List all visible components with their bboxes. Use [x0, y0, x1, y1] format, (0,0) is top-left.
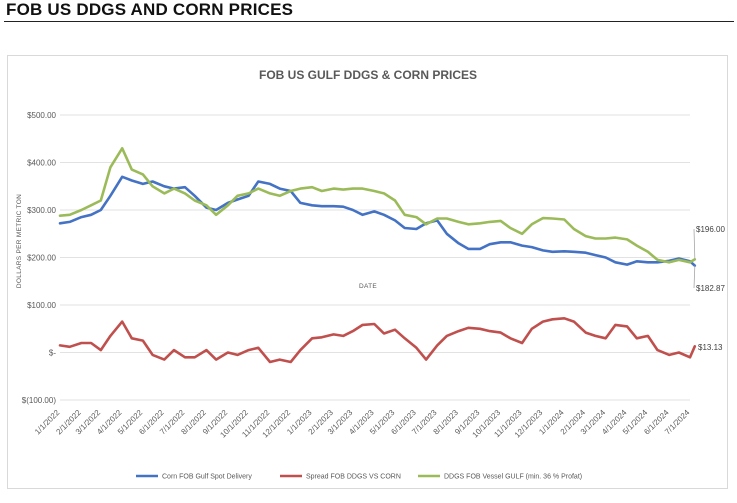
y-tick-label: $100.00 — [27, 301, 56, 310]
callout-label: $196.00 — [696, 225, 725, 234]
callout-leader — [693, 228, 696, 260]
y-tick-label: $- — [49, 349, 56, 358]
legend-label: DDGS FOB Vessel GULF (min. 36 % Profat) — [444, 474, 582, 481]
line-chart: $(100.00) $- $100.00 $200.00 $300.00 $400.00 $… — [16, 68, 725, 481]
value-callouts: $196.00 $182.87 $13.13 — [693, 225, 725, 352]
y-tick-label: $200.00 — [27, 254, 56, 263]
callout-leader — [693, 265, 696, 289]
chart-title: FOB US GULF DDGS & CORN PRICES — [259, 68, 477, 82]
legend: Corn FOB Gulf Spot Delivery Spread FOB DD… — [136, 474, 582, 481]
y-tick-label: $400.00 — [27, 159, 56, 168]
title-divider — [4, 21, 734, 22]
legend-label: Corn FOB Gulf Spot Delivery — [162, 474, 252, 481]
x-axis-ticks: 1/1/20222/1/20223/1/20224/1/20225/1/2022… — [33, 408, 692, 440]
y-tick-label: $500.00 — [27, 111, 56, 120]
y-tick-label: $300.00 — [27, 206, 56, 215]
grid-lines — [60, 114, 690, 401]
series-lines — [58, 147, 697, 364]
legend-label: Spread FOB DDGS VS CORN — [306, 474, 401, 481]
series-line — [58, 316, 697, 364]
page-title: FOB US DDGS AND CORN PRICES — [6, 0, 294, 19]
chart-frame: $(100.00) $- $100.00 $200.00 $300.00 $400.00 $… — [7, 55, 728, 489]
x-axis-label: DATE — [359, 283, 377, 290]
series-line — [58, 175, 697, 267]
callout-label: $182.87 — [696, 284, 725, 293]
series-line — [58, 147, 697, 264]
y-axis-ticks: $(100.00) $- $100.00 $200.00 $300.00 $400.00 $… — [22, 111, 57, 405]
callout-label: $13.13 — [698, 343, 723, 352]
y-tick-label: $(100.00) — [22, 396, 57, 405]
y-axis-label: DOLLARS PER METRIC TON — [16, 194, 23, 288]
